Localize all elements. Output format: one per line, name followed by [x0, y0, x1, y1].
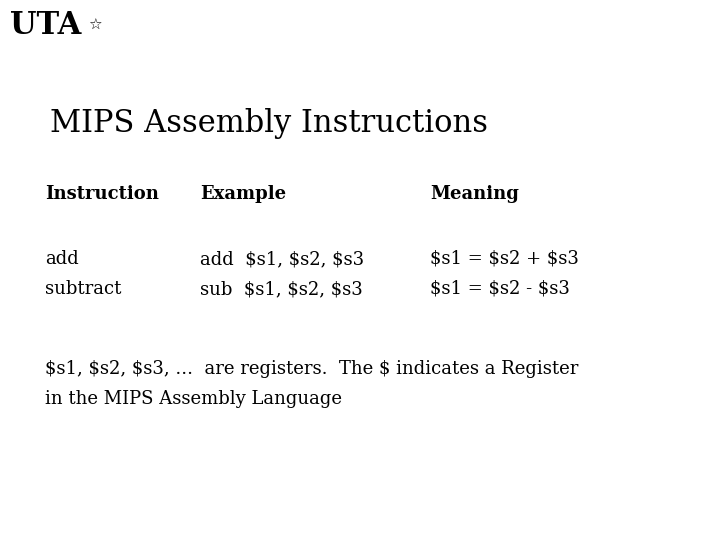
Text: ☆: ☆	[88, 18, 102, 33]
Text: in the MIPS Assembly Language: in the MIPS Assembly Language	[45, 390, 342, 408]
Text: add: add	[45, 250, 78, 268]
Text: Instruction: Instruction	[45, 185, 159, 203]
Text: UTA: UTA	[10, 10, 81, 41]
Text: \$s1 = \$s2 - \$s3: \$s1 = \$s2 - \$s3	[430, 280, 570, 298]
Text: MIPS Assembly Instructions: MIPS Assembly Instructions	[50, 108, 488, 139]
Text: subtract: subtract	[45, 280, 122, 298]
Text: \$s1 = \$s2 + \$s3: \$s1 = \$s2 + \$s3	[430, 250, 579, 268]
Text: \$s1, \$s2, \$s3, ...  are registers.  The \$ indicates a Register: \$s1, \$s2, \$s3, ... are registers. The…	[45, 360, 578, 378]
Text: add  \$s1, \$s2, \$s3: add \$s1, \$s2, \$s3	[200, 250, 364, 268]
Text: Meaning: Meaning	[430, 185, 519, 203]
Text: sub  \$s1, \$s2, \$s3: sub \$s1, \$s2, \$s3	[200, 280, 363, 298]
Text: Example: Example	[200, 185, 286, 203]
